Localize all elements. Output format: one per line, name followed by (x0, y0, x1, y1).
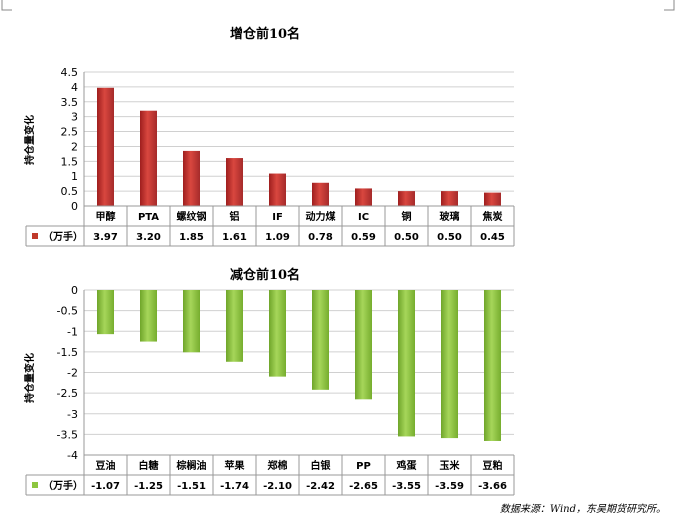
y-tick-label: 0 (71, 200, 78, 213)
y-axis-label: 持仓量变化 (23, 115, 36, 165)
data-label: 1.85 (179, 232, 204, 243)
y-axis-label: 持仓量变化 (23, 353, 36, 403)
bar (269, 173, 286, 206)
x-tick-label: 铜 (402, 210, 412, 223)
gridlines: 0 0.5 1 1.5 22.5 3 3.5 4 4.5 (61, 66, 514, 213)
data-label: 0.78 (308, 232, 333, 243)
x-tick-label: PP (356, 461, 371, 472)
bar (355, 290, 372, 400)
x-tick-label: 郑棉 (268, 459, 288, 472)
data-label: 0.45 (480, 232, 505, 243)
y-tick-label: 1 (71, 170, 78, 183)
bar (226, 290, 243, 362)
bar (441, 191, 458, 206)
data-label: 3.97 (93, 232, 118, 243)
bar (97, 87, 114, 206)
data-label: 1.09 (265, 232, 290, 243)
y-tick-label: -2.5 (57, 387, 78, 400)
data-label: -3.59 (435, 481, 464, 492)
x-tick-label: 甲醇 (96, 210, 116, 223)
legend-key (32, 233, 38, 239)
x-tick-label: 玉米 (440, 459, 461, 472)
legend-label: （万手） (43, 479, 83, 492)
bar (441, 290, 458, 439)
x-tick-label: 鸡蛋 (396, 459, 417, 472)
x-tick-label: PTA (138, 212, 159, 223)
y-tick-label: -4 (67, 449, 78, 462)
bar (226, 158, 243, 206)
data-table: 甲醇 3.97 PTA 3.20 螺纹钢 1.85 铝 1.61 IF 1.09 动力煤 0.78 IC… (25, 205, 515, 247)
y-tick-label: 3 (71, 111, 78, 124)
data-label: -3.66 (478, 481, 507, 492)
bar (398, 191, 415, 206)
chart-decrease: 减仓前10名 持仓量变化 0 -0.5 -1 -1.5 -2 -2.5 -3 -3.5 -4 豆… (23, 267, 515, 496)
data-table: 豆油 -1.07 白糖 -1.25 棕榈油 -1.51 苹果 -1.74 郑棉 -2.10 白银 -2… (25, 454, 515, 496)
x-tick-label: 苹果 (225, 459, 246, 472)
x-tick-label: IC (358, 212, 369, 223)
chart-title: 增仓前10名 (230, 26, 300, 42)
data-label: -3.55 (392, 481, 421, 492)
data-label: -1.74 (220, 481, 249, 492)
chart-title: 减仓前10名 (230, 267, 300, 283)
bar (398, 290, 415, 437)
bars (97, 290, 501, 441)
data-label: -1.51 (177, 481, 206, 492)
x-tick-label: 豆油 (96, 459, 116, 472)
x-tick-label: 棕榈油 (176, 459, 207, 472)
y-tick-label: 4 (71, 81, 78, 94)
source-note: 数据来源：Wind，东吴期货研究所。 (500, 503, 666, 515)
bar (183, 290, 200, 353)
y-tick-label: -3 (67, 408, 78, 421)
data-label: -1.25 (134, 481, 163, 492)
y-tick-label: 2 (71, 140, 78, 153)
y-tick-label: -1.5 (57, 346, 78, 359)
x-tick-label: 焦炭 (482, 210, 503, 223)
page-corner-marks (1, 0, 675, 11)
chart-increase: 增仓前10名 持仓量变化 0 0.5 1 1.5 22.5 3 3.5 4 4.5 甲醇 3.97… (23, 26, 515, 247)
x-tick-label: 铝 (230, 210, 240, 223)
y-tick-label: -0.5 (57, 305, 78, 318)
y-tick-label: 3.5 (61, 96, 79, 109)
data-label: -2.42 (306, 481, 335, 492)
x-tick-label: 玻璃 (440, 210, 460, 223)
x-tick-label: 动力煤 (306, 210, 336, 223)
bar (140, 290, 157, 342)
bar (183, 150, 200, 206)
y-tick-label: 2.5 (61, 126, 79, 139)
data-label: 0.50 (437, 232, 462, 243)
y-tick-label: 0 (71, 284, 78, 297)
data-label: 3.20 (136, 232, 161, 243)
bar (484, 192, 501, 206)
y-tick-label: 1.5 (61, 155, 79, 168)
data-label: -2.65 (349, 481, 378, 492)
x-tick-label: 豆粕 (483, 459, 503, 472)
data-label: 0.59 (351, 232, 376, 243)
y-tick-label: -2 (67, 367, 78, 380)
x-tick-label: 白糖 (139, 459, 159, 472)
bar (97, 290, 114, 335)
data-label: -1.07 (91, 481, 120, 492)
legend-key (32, 482, 38, 488)
legend-label: （万手） (43, 230, 83, 243)
y-tick-label: -1 (67, 325, 78, 338)
x-tick-label: 螺纹钢 (177, 210, 207, 223)
x-tick-label: 白银 (311, 459, 332, 472)
bar (312, 290, 329, 390)
data-label: 1.61 (222, 232, 247, 243)
bar (269, 290, 286, 377)
bar (140, 110, 157, 206)
y-tick-label: 0.5 (61, 185, 79, 198)
y-tick-label: 4.5 (61, 66, 79, 79)
bar (355, 188, 372, 206)
bars (97, 87, 501, 206)
data-label: -2.10 (263, 481, 292, 492)
bar (484, 290, 501, 441)
bar (312, 182, 329, 206)
x-tick-label: IF (272, 212, 283, 223)
data-label: 0.50 (394, 232, 419, 243)
y-tick-label: -3.5 (57, 428, 78, 441)
